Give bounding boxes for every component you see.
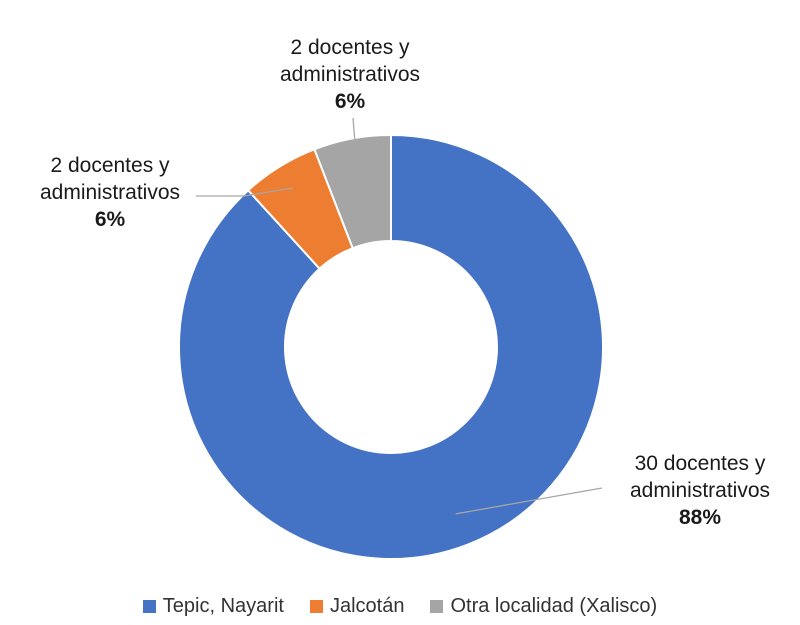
leader-line-xalisco xyxy=(352,117,358,164)
legend-item-xalisco: Otra localidad (Xalisco) xyxy=(430,595,657,618)
chart-legend: Tepic, Nayarit Jalcotán Otra localidad (… xyxy=(0,591,800,621)
data-label-jalcotan-percent: 6% xyxy=(94,208,126,231)
legend-label-jalcotan: Jalcotán xyxy=(329,594,405,617)
data-label-jalcotan: 2 docentes y administrativos 6% xyxy=(20,152,200,233)
data-label-xalisco-percent: 6% xyxy=(334,90,366,113)
legend-swatch-tepic xyxy=(142,599,156,613)
data-label-xalisco: 2 docentes y administrativos 6% xyxy=(260,34,440,115)
legend-label-tepic: Tepic, Nayarit xyxy=(162,594,284,617)
donut-chart: 30 docentes y administrativos 88% 2 doce… xyxy=(20,34,800,560)
data-label-jalcotan-text: 2 docentes y administrativos xyxy=(39,154,181,204)
data-label-tepic-text: 30 docentes y administrativos xyxy=(629,452,771,502)
leader-line-tepic xyxy=(455,487,603,515)
data-label-tepic: 30 docentes y administrativos 88% xyxy=(600,450,800,531)
data-label-xalisco-text: 2 docentes y administrativos xyxy=(279,36,421,86)
legend-swatch-xalisco xyxy=(430,599,444,613)
legend-swatch-jalcotan xyxy=(309,599,323,613)
donut-slice-tepic xyxy=(178,133,604,560)
leader-line-jalcotan xyxy=(196,187,293,197)
legend-item-jalcotan: Jalcotán xyxy=(309,594,405,618)
donut-slice-xalisco xyxy=(313,133,392,250)
donut-chart-svg xyxy=(178,117,604,560)
legend-label-xalisco: Otra localidad (Xalisco) xyxy=(450,594,658,617)
data-label-tepic-percent: 88% xyxy=(678,506,722,529)
legend-item-tepic: Tepic, Nayarit xyxy=(142,594,284,618)
